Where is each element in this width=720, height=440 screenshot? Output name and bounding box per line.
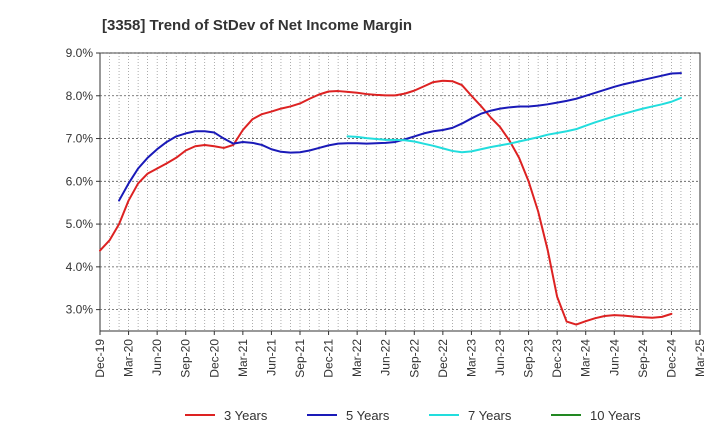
y-tick-label: 4.0% (66, 260, 94, 274)
chart-title: [3358] Trend of StDev of Net Income Marg… (102, 17, 412, 34)
x-tick-label: Mar-21 (236, 339, 250, 377)
x-tick-label: Dec-24 (664, 339, 678, 378)
y-axis: 9.0% 8.0% 7.0% 6.0% 5.0% 4.0% 3.0% (66, 46, 100, 317)
x-tick-label: Jun-22 (379, 339, 393, 376)
x-tick-label: Dec-21 (322, 339, 336, 378)
x-tick-label: Jun-20 (150, 339, 164, 376)
x-tick-label: Sep-20 (179, 339, 193, 378)
legend-label: 10 Years (590, 408, 641, 423)
x-tick-label: Dec-22 (436, 339, 450, 378)
x-tick-label: Jun-23 (493, 339, 507, 376)
x-tick-label: Dec-19 (93, 339, 107, 378)
x-tick-label: Jun-24 (607, 339, 621, 376)
legend-item: 5 Years (307, 408, 390, 423)
x-tick-label: Mar-22 (350, 339, 364, 377)
y-tick-label: 3.0% (66, 303, 94, 317)
x-tick-label: Dec-23 (550, 339, 564, 378)
y-tick-label: 5.0% (66, 217, 94, 231)
x-tick-label: Sep-21 (293, 339, 307, 378)
x-tick-label: Mar-23 (464, 339, 478, 377)
y-tick-label: 7.0% (66, 132, 94, 146)
series-line-7-years (346, 96, 682, 154)
x-tick-label: Sep-24 (636, 339, 650, 378)
legend-item: 3 Years (185, 408, 268, 423)
y-tick-label: 6.0% (66, 174, 94, 188)
legend: 3 Years 5 Years 7 Years 10 Years (185, 408, 641, 423)
legend-label: 7 Years (468, 408, 512, 423)
legend-item: 7 Years (429, 408, 512, 423)
legend-label: 5 Years (346, 408, 390, 423)
series-line-3-years (99, 79, 673, 326)
x-tick-label: Dec-20 (207, 339, 221, 378)
x-tick-label: Mar-24 (579, 339, 593, 377)
y-tick-label: 8.0% (66, 89, 94, 103)
y-tick-label: 9.0% (66, 46, 94, 60)
x-axis: Dec-19 Mar-20 Jun-20 Sep-20 Dec-20 Mar-21 Jun-… (93, 331, 707, 378)
x-tick-label: Sep-22 (407, 339, 421, 378)
legend-item: 10 Years (551, 408, 641, 423)
legend-label: 3 Years (224, 408, 268, 423)
x-tick-label: Jun-21 (264, 339, 278, 376)
x-tick-label: Sep-23 (522, 339, 536, 378)
x-tick-label: Mar-20 (122, 339, 136, 377)
grid (100, 52, 700, 331)
plot-area (99, 52, 701, 332)
x-tick-label: Mar-25 (693, 339, 707, 377)
series-group (99, 72, 682, 326)
